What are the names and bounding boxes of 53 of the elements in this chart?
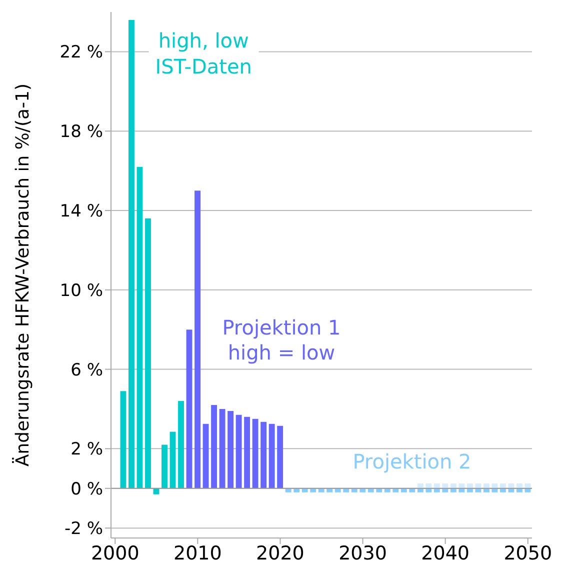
y-axis-title: Änderungsrate HFKW-Verbrauch in %/(a-1) bbox=[11, 83, 34, 467]
bar bbox=[145, 218, 151, 488]
bar bbox=[252, 418, 258, 488]
bar bbox=[244, 416, 250, 488]
annotation: Projektion 2 bbox=[342, 449, 482, 474]
x-tick-label: 2030 bbox=[338, 542, 387, 564]
annotation: Projektion 1 bbox=[212, 315, 351, 340]
x-tick-label: 2010 bbox=[173, 542, 222, 564]
bar bbox=[202, 424, 209, 488]
bar bbox=[458, 483, 465, 488]
bar bbox=[186, 330, 192, 488]
bar bbox=[228, 410, 234, 488]
bar bbox=[260, 422, 267, 488]
y-tick-label: 2 % bbox=[70, 440, 103, 460]
x-tick-label: 2000 bbox=[90, 542, 140, 564]
annotation: high, low bbox=[148, 28, 259, 54]
bar bbox=[178, 401, 184, 488]
x-tick-label: 2040 bbox=[421, 542, 470, 564]
bar bbox=[128, 20, 134, 488]
bar bbox=[120, 391, 126, 488]
bar bbox=[516, 483, 522, 488]
y-tick-label: 6 % bbox=[70, 360, 103, 380]
bar bbox=[492, 483, 498, 488]
bar bbox=[268, 424, 275, 488]
x-tick-label: 2020 bbox=[256, 542, 304, 564]
bar bbox=[500, 483, 506, 488]
bar bbox=[524, 483, 531, 488]
bar bbox=[508, 483, 514, 488]
bar bbox=[219, 408, 226, 488]
y-tick-label: 14 % bbox=[60, 202, 103, 222]
y-tick-label: 22 % bbox=[60, 42, 103, 63]
bar bbox=[450, 483, 456, 488]
bar bbox=[466, 483, 473, 488]
annotation: IST-Daten bbox=[145, 54, 262, 80]
bar bbox=[194, 190, 200, 488]
bar bbox=[434, 483, 440, 488]
x-tick-label: 2050 bbox=[504, 542, 552, 564]
y-tick-label: 0 % bbox=[70, 479, 103, 500]
y-tick-label: -2 % bbox=[64, 519, 103, 540]
bar bbox=[136, 166, 143, 488]
bar bbox=[277, 426, 284, 488]
bar bbox=[442, 483, 448, 488]
bar bbox=[170, 432, 176, 488]
bar bbox=[236, 414, 242, 488]
bar bbox=[483, 483, 490, 488]
bar bbox=[211, 405, 217, 488]
bar bbox=[475, 483, 482, 488]
y-tick-label: 18 % bbox=[60, 122, 103, 142]
bar bbox=[162, 444, 168, 488]
y-tick-label: 10 % bbox=[60, 280, 103, 301]
bar bbox=[426, 483, 432, 488]
annotation: high = low bbox=[218, 340, 346, 366]
bar bbox=[417, 483, 424, 488]
